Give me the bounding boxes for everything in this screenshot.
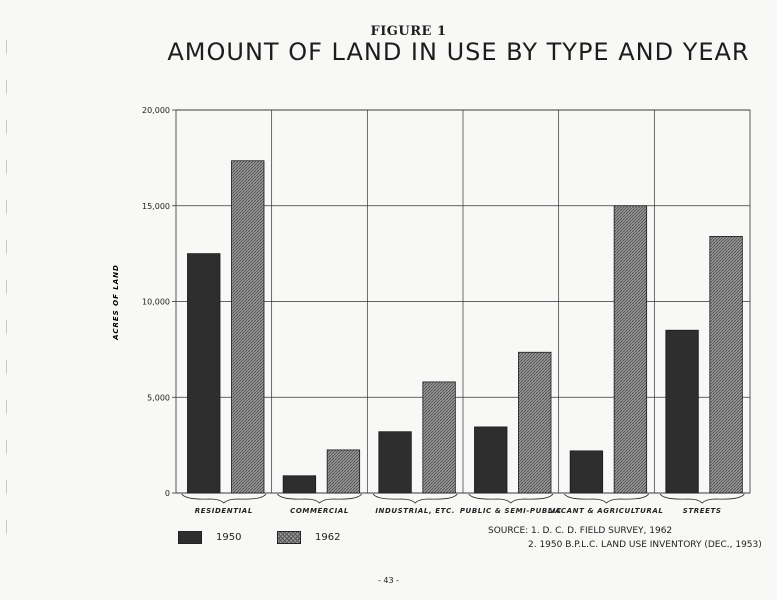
binder-hole: [6, 160, 10, 174]
chart-title: AMOUNT OF LAND IN USE BY TYPE AND YEAR: [167, 38, 750, 66]
figure-label: FIGURE 1: [370, 24, 447, 39]
legend-swatch-solid: [178, 531, 202, 544]
x-category-label: INDUSTRIAL, ETC.: [375, 507, 455, 515]
legend-item-1950: 1950: [178, 531, 241, 544]
binder-hole: [6, 240, 10, 254]
binder-hole: [6, 440, 10, 454]
binder-hole: [6, 280, 10, 294]
binder-holes: [6, 40, 10, 560]
page-number: - 43 -: [377, 576, 400, 585]
binder-hole: [6, 400, 10, 414]
category-brace: [277, 493, 362, 504]
x-category-label: RESIDENTIAL: [195, 507, 253, 515]
bar-1962: [709, 235, 743, 494]
bar-1950: [665, 329, 699, 494]
bar-1950: [569, 450, 604, 494]
source-line: 2. 1950 B.P.L.C. LAND USE INVENTORY (DEC…: [528, 540, 762, 550]
y-tick-label: 10,000: [142, 298, 170, 307]
binder-hole: [6, 80, 10, 94]
source-line: SOURCE: 1. D. C. D. FIELD SURVEY, 1962: [488, 526, 673, 536]
category-brace: [181, 493, 267, 504]
y-tick-label: 0: [165, 489, 170, 498]
bar-1950: [187, 253, 221, 494]
x-category-label: COMMERCIAL: [290, 507, 349, 515]
binder-hole: [6, 120, 10, 134]
binder-hole: [6, 320, 10, 334]
legend-swatch-hatched: [277, 531, 301, 544]
bar-1950: [282, 475, 317, 494]
source-note: SOURCE: 1. D. C. D. FIELD SURVEY, 1962 2…: [488, 524, 762, 552]
bar-1962: [613, 205, 648, 494]
x-category-label: VACANT & AGRICULTURAL: [550, 507, 664, 515]
bar-1962: [231, 160, 265, 494]
y-axis-label: ACRES OF LAND: [112, 264, 120, 341]
binder-hole: [6, 360, 10, 374]
bar-1962: [422, 381, 456, 494]
x-category-label: STREETS: [683, 507, 722, 515]
bar-1962: [518, 351, 552, 494]
bar-1962: [326, 449, 361, 494]
binder-hole: [6, 520, 10, 534]
legend-label: 1962: [315, 532, 341, 543]
bar-1950: [474, 426, 508, 494]
legend-label: 1950: [216, 532, 242, 543]
bar-1950: [378, 431, 412, 494]
x-category-label: PUBLIC & SEMI-PUBLIC: [460, 507, 562, 515]
category-brace: [564, 493, 649, 504]
y-tick-label: 5,000: [147, 393, 170, 402]
binder-hole: [6, 200, 10, 214]
legend-item-1962: 1962: [277, 531, 340, 544]
category-brace: [468, 493, 554, 504]
y-tick-label: 15,000: [142, 202, 170, 211]
y-tick-label: 20,000: [142, 106, 170, 115]
binder-hole: [6, 40, 10, 54]
category-brace: [659, 493, 745, 504]
category-brace: [372, 493, 458, 504]
binder-hole: [6, 480, 10, 494]
